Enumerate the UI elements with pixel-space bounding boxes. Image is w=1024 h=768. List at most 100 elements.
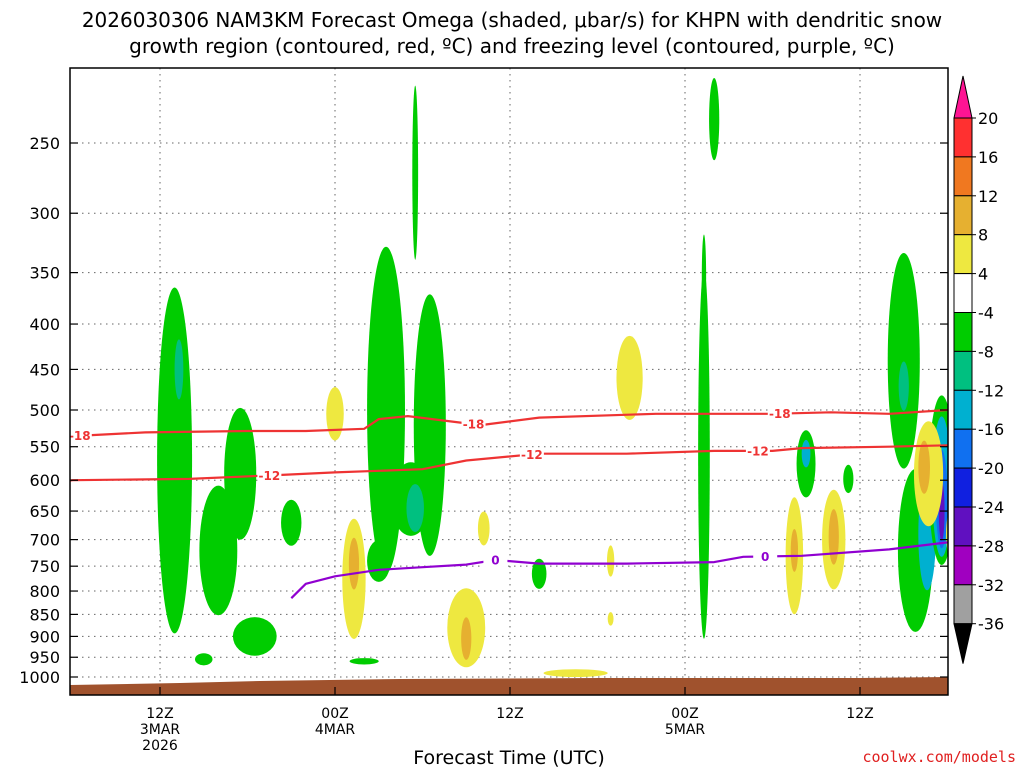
y-tick-label: 250: [29, 134, 60, 153]
x-tick-label: 2026: [142, 738, 178, 754]
colorbar-label: -36: [978, 615, 1004, 634]
y-tick-label: 350: [29, 264, 60, 283]
plot-area: [70, 68, 948, 695]
contour-label: -18: [69, 429, 91, 443]
omega-region: [698, 268, 710, 639]
omega-region: [367, 540, 391, 582]
x-tick-label: 12Z: [846, 706, 873, 722]
contour-label-bg: [461, 417, 486, 432]
credit-link[interactable]: coolwx.com/models: [862, 748, 1016, 766]
omega-region: [843, 464, 854, 494]
colorbar-segment: [953, 312, 973, 352]
omega-region: [709, 78, 720, 161]
colorbar-label: -24: [978, 498, 1004, 517]
colorbar-label: -8: [978, 342, 994, 361]
omega-region: [174, 339, 184, 400]
omega-region: [616, 335, 643, 420]
omega-region: [531, 558, 547, 589]
x-tick-label: 3MAR: [140, 722, 181, 738]
colorbar-segment: [953, 506, 973, 547]
x-tick-label: 12Z: [496, 706, 523, 722]
y-tick-label: 600: [29, 471, 60, 490]
omega-region: [828, 509, 839, 565]
chart-title-line-1: 2026030306 NAM3KM Forecast Omega (shaded…: [82, 8, 942, 32]
omega-region: [157, 287, 193, 634]
colorbar-segment: [953, 273, 973, 314]
contour-label: -12: [521, 448, 543, 462]
omega-region: [195, 653, 213, 666]
x-axis-title: Forecast Time (UTC): [413, 747, 604, 768]
colorbar-segment: [953, 117, 973, 158]
colorbar-label: 20: [978, 109, 998, 128]
colorbar: 20 16 12 8 4 -4 -8 -12 -16 -20 -24 -28 -32 -36: [953, 75, 1004, 664]
contour-line: [70, 408, 948, 438]
omega-region: [477, 511, 490, 546]
omega-region: [348, 537, 360, 590]
y-tick-label: 400: [29, 315, 60, 334]
x-tick-label: 00Z: [321, 706, 348, 722]
y-tick-label: 800: [29, 582, 60, 601]
colorbar-top-arrow: [953, 75, 973, 119]
y-tick-label: 500: [29, 401, 60, 420]
colorbar-label: 16: [978, 148, 998, 167]
contour-label: -18: [769, 407, 791, 421]
contour-label: -12: [259, 469, 281, 483]
chart-title-line-2: growth region (contoured, red, ºC) and f…: [129, 34, 895, 58]
colorbar-label: -28: [978, 537, 1004, 556]
colorbar-label: 8: [978, 226, 988, 245]
x-tick-label: 4MAR: [315, 722, 356, 738]
colorbar-label: -12: [978, 381, 1004, 400]
omega-region: [898, 361, 909, 411]
colorbar-label: -32: [978, 576, 1004, 595]
terrain-fill: [70, 677, 948, 695]
x-tick-label: 5MAR: [665, 722, 706, 738]
contour-line: [290, 541, 948, 599]
omega-region: [790, 529, 799, 572]
contour-label-bg: [767, 406, 792, 421]
y-tick-label: 950: [29, 648, 60, 667]
colorbar-label: 4: [978, 265, 988, 284]
omega-region: [918, 440, 931, 494]
contour-label-bg: [745, 443, 770, 458]
omega-region: [326, 387, 344, 441]
colorbar-segment: [953, 467, 973, 508]
x-tick-label: 12Z: [146, 706, 173, 722]
y-tick-label: 750: [29, 557, 60, 576]
contour-label: -12: [747, 444, 769, 458]
colorbar-label: -20: [978, 459, 1004, 478]
contour-label: 0: [761, 550, 769, 564]
y-tick-label: 850: [29, 605, 60, 624]
y-tick-label: 450: [29, 360, 60, 379]
y-tick-label: 1000: [19, 668, 60, 687]
colorbar-label: -4: [978, 304, 994, 323]
y-tick-label: 700: [29, 531, 60, 550]
omega-region: [406, 484, 424, 533]
omega-region: [281, 499, 302, 546]
colorbar-label: 12: [978, 187, 998, 206]
contour-label: 0: [491, 553, 499, 567]
omega-region: [232, 617, 277, 656]
colorbar-label: -16: [978, 420, 1004, 439]
colorbar-segment: [953, 156, 973, 197]
y-tick-label: 650: [29, 502, 60, 521]
y-tick-label: 300: [29, 204, 60, 223]
contour-label-bg: [519, 447, 544, 462]
y-axis: 250 300 350 400 450 500 550 600 650 700 750 800 850 9…: [19, 134, 948, 687]
y-tick-label: 900: [29, 627, 60, 646]
colorbar-segment: [953, 234, 973, 275]
omega-region: [607, 612, 614, 626]
omega-region: [543, 669, 608, 678]
omega-region: [461, 617, 472, 660]
colorbar-segment: [953, 389, 973, 430]
omega-region: [412, 85, 419, 260]
contour-line: [70, 444, 948, 482]
plot-frame: [69, 67, 949, 696]
contour-label-bg: [257, 468, 282, 483]
colorbar-segment: [953, 428, 973, 469]
y-tick-label: 550: [29, 438, 60, 457]
contour-label-bg: [753, 549, 778, 564]
colorbar-bottom-arrow: [953, 623, 973, 664]
colorbar-segment: [953, 545, 973, 586]
